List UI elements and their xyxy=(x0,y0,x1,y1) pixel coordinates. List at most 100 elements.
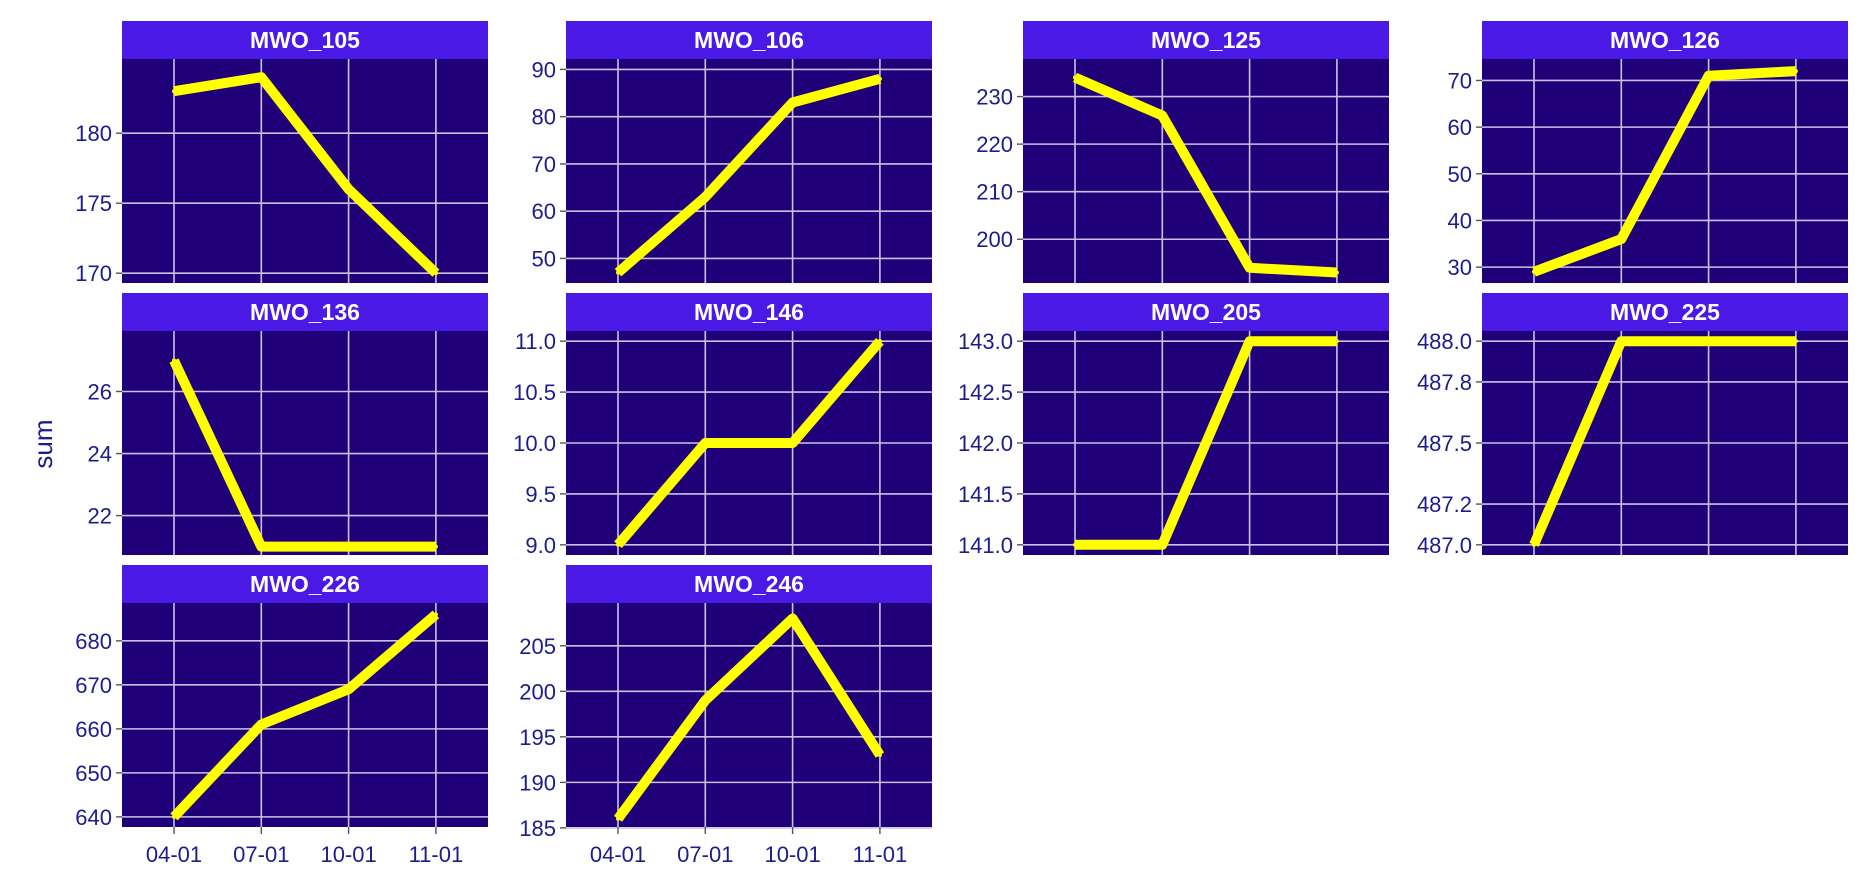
facet-strip xyxy=(1023,293,1389,331)
y-tick-label: 487.8 xyxy=(1417,370,1472,395)
y-tick-label: 487.0 xyxy=(1417,533,1472,558)
series-line xyxy=(613,613,885,822)
data-point xyxy=(1793,69,1798,74)
data-point xyxy=(1160,113,1165,118)
panel-background xyxy=(122,59,488,283)
y-tick-label: 670 xyxy=(75,673,112,698)
y-tick-label: 60 xyxy=(1448,115,1472,140)
y-tick-label: 50 xyxy=(532,246,556,271)
y-tick-label: 70 xyxy=(532,152,556,177)
y-tick-label: 60 xyxy=(532,199,556,224)
y-tick-label: 660 xyxy=(75,717,112,742)
x-tick-label: 04-01 xyxy=(590,842,646,867)
data-point xyxy=(616,542,620,547)
series-line xyxy=(1075,336,1337,550)
y-tick-label: 680 xyxy=(75,629,112,654)
data-point xyxy=(703,698,708,703)
y-tick-label: 50 xyxy=(1448,162,1472,187)
facet-strip-label: MWO_106 xyxy=(694,27,804,53)
data-point xyxy=(790,100,795,105)
panel-background xyxy=(1482,59,1848,283)
data-point xyxy=(172,89,176,94)
y-tick-label: 142.5 xyxy=(958,380,1013,405)
panel-background xyxy=(566,603,932,827)
data-point xyxy=(1793,339,1798,344)
facet-strip xyxy=(566,21,932,59)
y-tick-label: 487.5 xyxy=(1417,431,1472,456)
facet-strip xyxy=(1482,293,1848,331)
data-point xyxy=(1532,542,1536,547)
facet-mwo-136: MWO_136 22 24 26 xyxy=(88,293,488,555)
facet-strip-label: MWO_136 xyxy=(250,299,360,325)
data-point xyxy=(1073,75,1077,80)
series-line xyxy=(614,337,884,549)
data-point xyxy=(616,816,620,821)
y-tick-label: 90 xyxy=(532,57,556,82)
facet-strip xyxy=(566,293,932,331)
y-tick-label: 22 xyxy=(88,504,112,529)
y-tick-label: 10.0 xyxy=(513,431,556,456)
facet-strip xyxy=(1023,21,1389,59)
y-tick-label: 230 xyxy=(976,85,1013,110)
x-tick-label: 10-01 xyxy=(320,842,376,867)
y-tick-label: 10.5 xyxy=(513,380,556,405)
data-point xyxy=(877,339,882,344)
panel-background xyxy=(122,603,488,827)
facet-strip xyxy=(566,565,932,603)
x-tick-label: 11-01 xyxy=(853,842,908,867)
data-point xyxy=(346,544,351,549)
x-tick-label: 07-01 xyxy=(677,842,733,867)
y-tick-label: 195 xyxy=(519,725,556,750)
y-tick-label: 170 xyxy=(75,261,112,286)
y-axis-title: sum xyxy=(28,419,58,468)
data-point xyxy=(172,814,176,819)
facet-mwo-226: MWO_226 640 650 660 670 680 04-01 07-01 10-01 11-… xyxy=(75,565,488,867)
y-tick-label: 200 xyxy=(519,679,556,704)
x-tick-label: 04-01 xyxy=(146,842,202,867)
y-tick-label: 143.0 xyxy=(958,329,1013,354)
facet-mwo-146: MWO_146 9.0 9.5 10.0 10.5 11.0 xyxy=(513,293,932,558)
y-tick-label: 80 xyxy=(532,105,556,130)
data-point xyxy=(703,194,708,199)
facet-mwo-205: MWO_205 141.0 141.5 142.0 142.5 143.0 xyxy=(958,293,1389,558)
y-tick-label: 9.0 xyxy=(525,533,556,558)
x-tick-label: 07-01 xyxy=(233,842,289,867)
data-point xyxy=(1706,339,1711,344)
series-line xyxy=(170,610,440,821)
data-point xyxy=(346,687,351,692)
facet-strip xyxy=(122,293,488,331)
y-tick-label: 210 xyxy=(976,180,1013,205)
y-tick-label: 185 xyxy=(519,816,556,841)
data-point xyxy=(259,722,264,727)
data-point xyxy=(259,544,264,549)
y-tick-label: 9.5 xyxy=(525,482,556,507)
y-tick-label: 205 xyxy=(519,634,556,659)
series-line xyxy=(1529,336,1796,547)
series-line xyxy=(169,358,436,552)
y-tick-label: 487.2 xyxy=(1417,492,1472,517)
y-tick-label: 200 xyxy=(976,227,1013,252)
y-tick-label: 141.0 xyxy=(958,533,1013,558)
x-tick-label: 11-01 xyxy=(409,842,464,867)
y-tick-label: 40 xyxy=(1448,208,1472,233)
data-point xyxy=(1706,73,1711,78)
y-tick-label: 141.5 xyxy=(958,482,1013,507)
panel-background xyxy=(1023,59,1389,283)
y-tick-label: 70 xyxy=(1448,68,1472,93)
y-tick-label: 175 xyxy=(75,191,112,216)
y-tick-label: 640 xyxy=(75,805,112,830)
data-point xyxy=(877,753,882,758)
facet-strip-label: MWO_246 xyxy=(694,571,804,597)
y-tick-label: 488.0 xyxy=(1417,329,1472,354)
y-tick-label: 650 xyxy=(75,761,112,786)
facet-mwo-105: MWO_105 170 175 180 xyxy=(75,21,488,286)
facet-strip-label: MWO_125 xyxy=(1151,27,1261,53)
facet-strip-label: MWO_146 xyxy=(694,299,804,325)
y-tick-label: 26 xyxy=(88,379,112,404)
facet-strip xyxy=(1482,21,1848,59)
data-point xyxy=(1160,542,1165,547)
data-point xyxy=(433,612,438,617)
data-point xyxy=(616,270,620,275)
